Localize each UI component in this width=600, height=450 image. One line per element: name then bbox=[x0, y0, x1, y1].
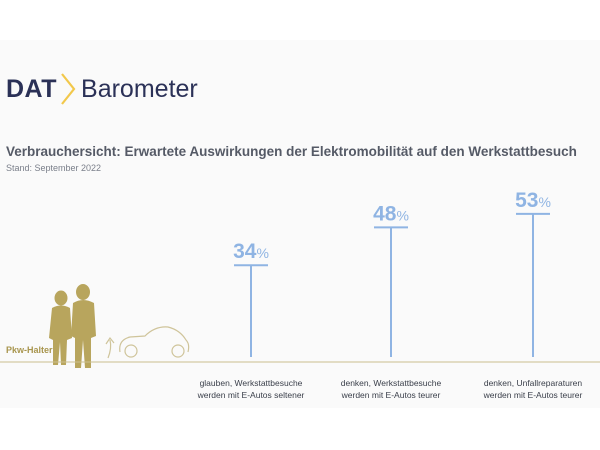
value-label: 34% bbox=[233, 240, 269, 263]
category-label: denken, Werkstattbesuche werden mit E-Aut… bbox=[340, 378, 442, 400]
car-outline-icon bbox=[105, 326, 190, 359]
chart-title: Verbrauchersicht: Erwartete Auswirkungen… bbox=[6, 144, 577, 159]
bars-group: 34% 48% 53% bbox=[233, 189, 551, 357]
logo-chevron-icon bbox=[61, 73, 76, 105]
logo-barometer-text: Barometer bbox=[81, 74, 198, 103]
chart-subtitle: Stand: September 2022 bbox=[6, 163, 102, 173]
value-label: 48% bbox=[373, 202, 409, 225]
dat-barometer-logo: DAT Barometer bbox=[6, 72, 198, 106]
logo-dat-text: DAT bbox=[6, 74, 58, 103]
chart-panel bbox=[0, 40, 600, 408]
baseline-label: Pkw-Halter bbox=[6, 345, 53, 355]
category-label: glauben, Werkstattbesuche werden mit E-Au… bbox=[197, 378, 305, 400]
people-silhouette-icon bbox=[49, 284, 96, 368]
category-label: denken, Unfallreparaturen werden mit E-Au… bbox=[483, 378, 583, 400]
value-label: 53% bbox=[515, 189, 551, 212]
